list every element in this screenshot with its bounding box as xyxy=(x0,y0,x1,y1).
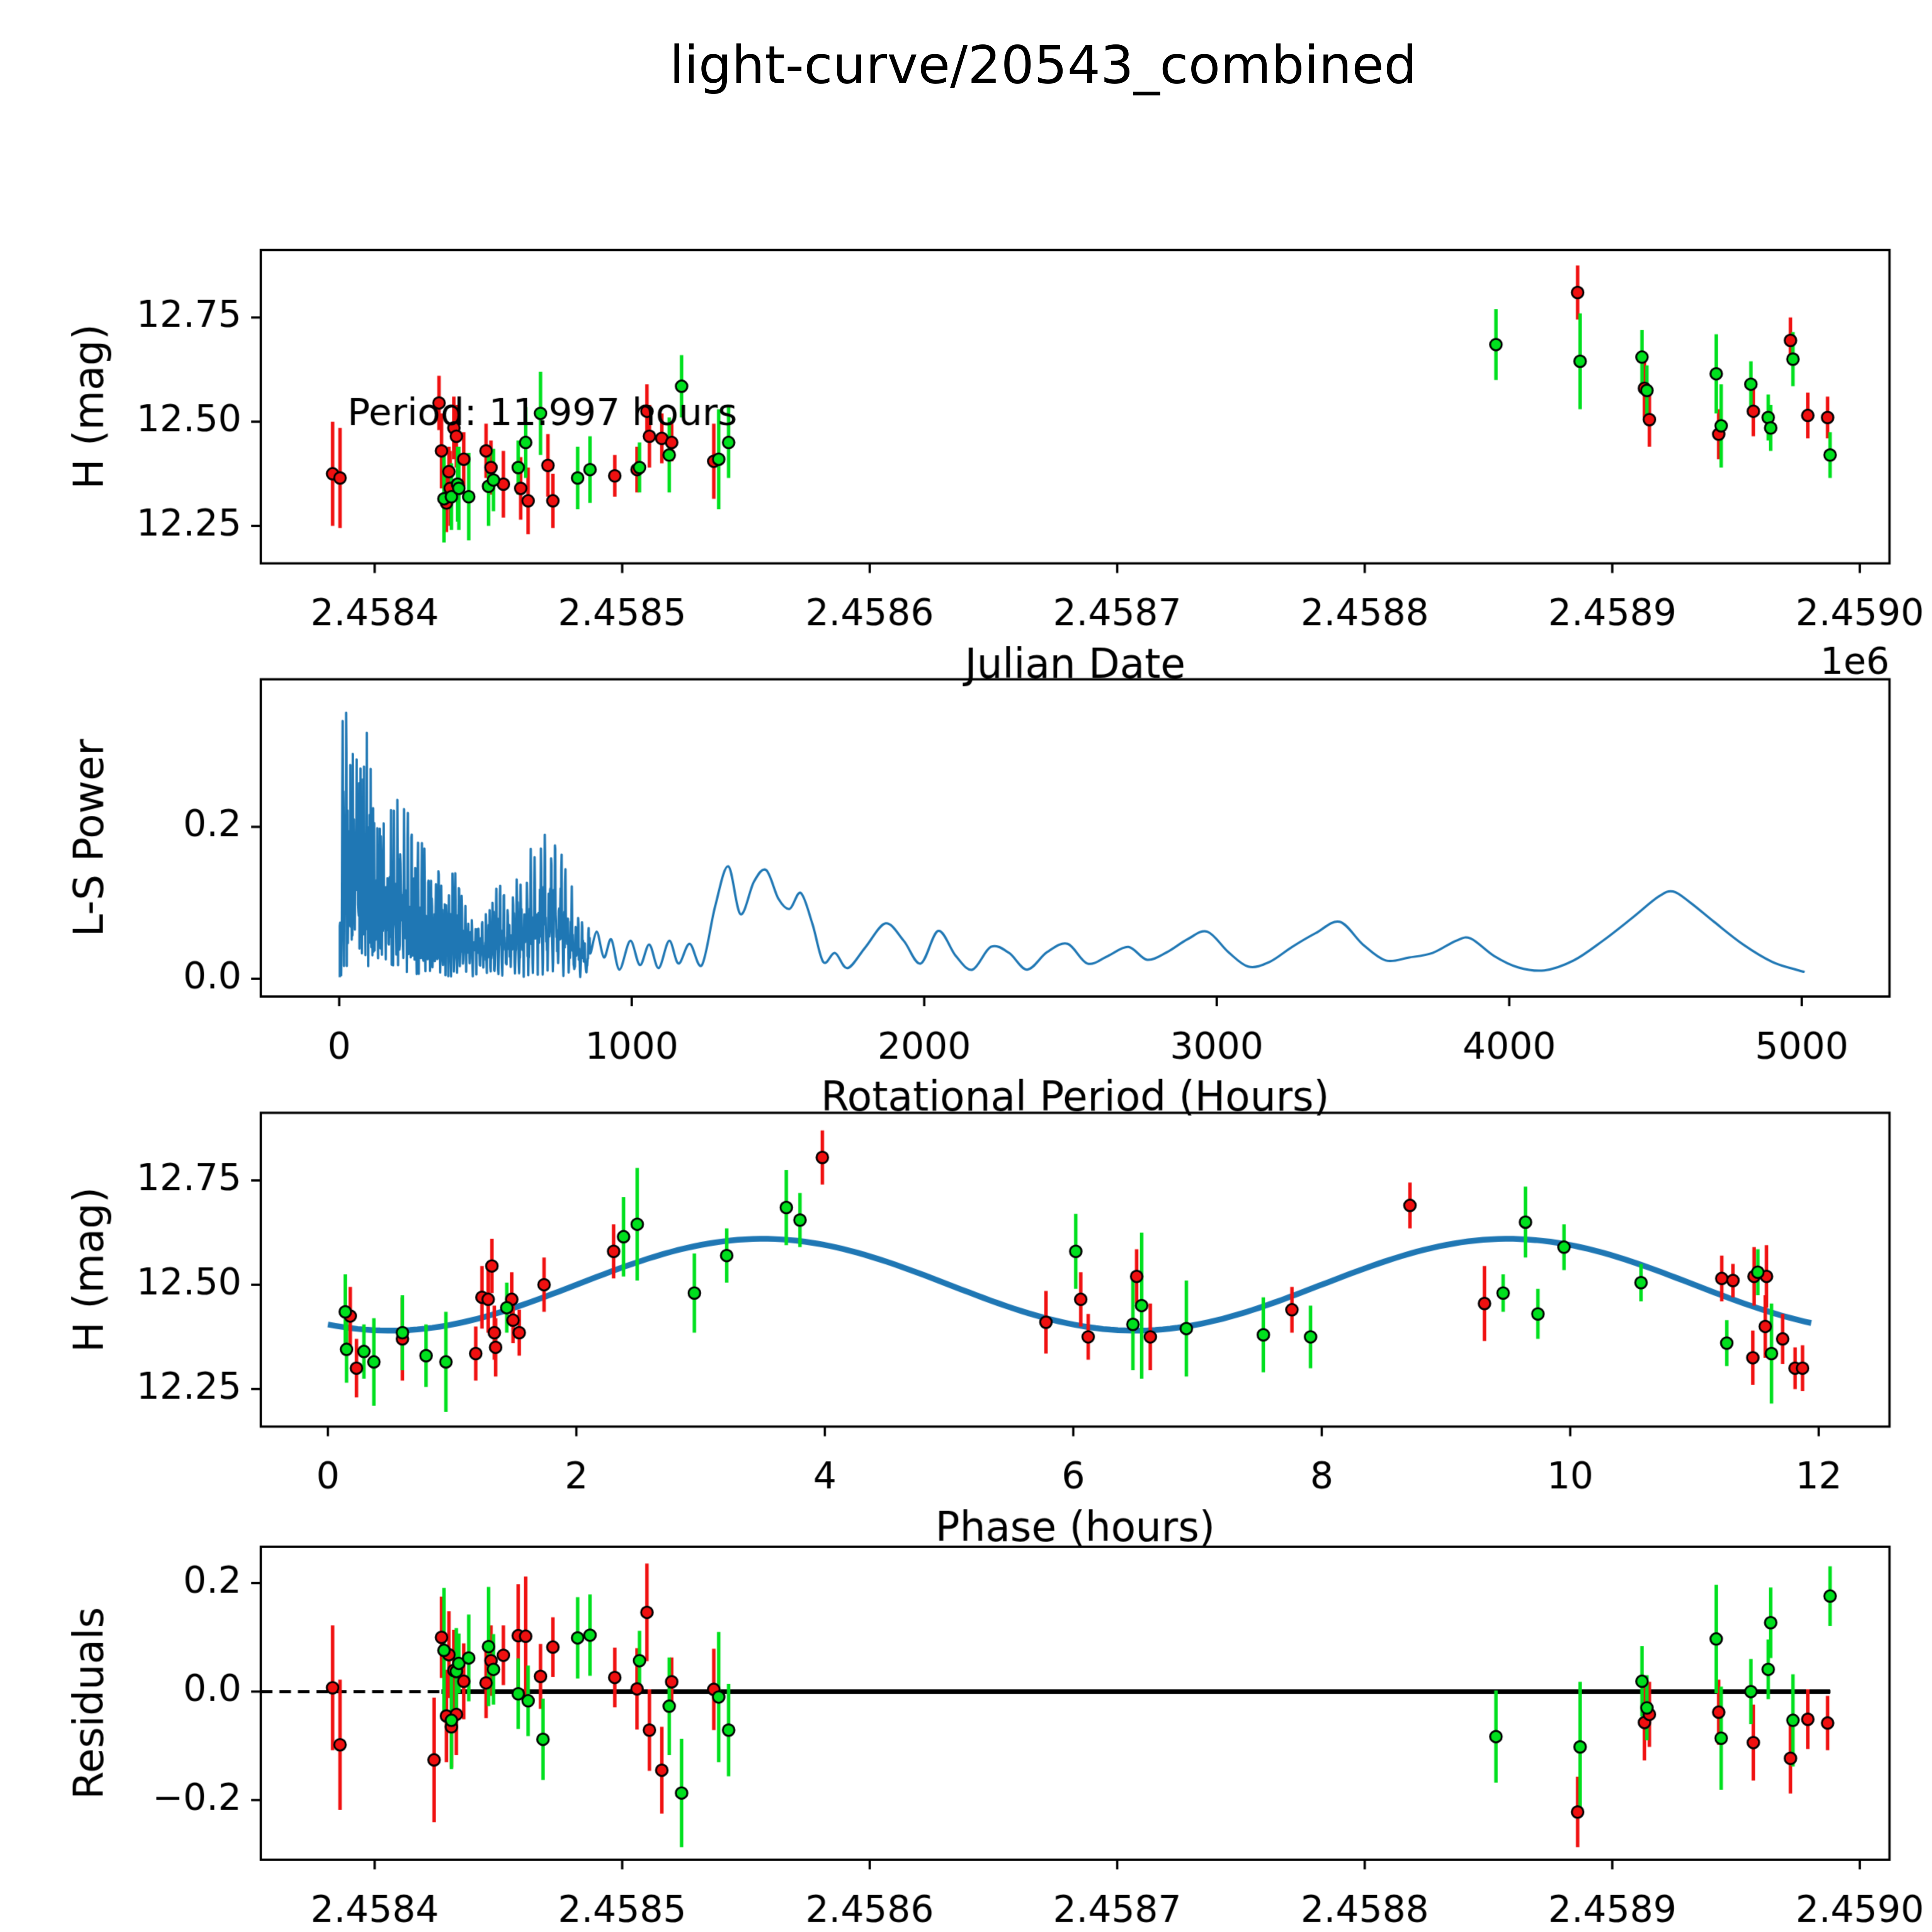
figure-canvas xyxy=(0,0,1932,1932)
figure: light-curve/20543_combined xyxy=(0,0,1932,1932)
